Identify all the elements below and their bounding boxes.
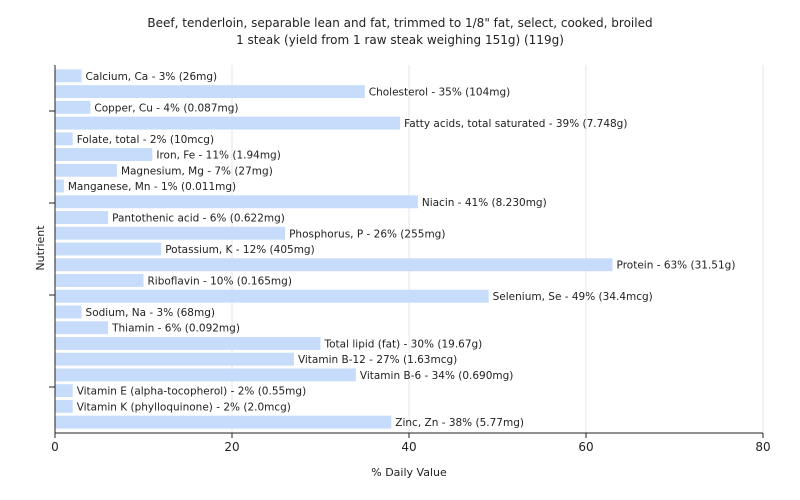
- bar: [55, 258, 613, 272]
- bar: [55, 289, 489, 303]
- bar: [55, 132, 73, 146]
- bar: [55, 163, 117, 177]
- bar-label: Sodium, Na - 3% (68mg): [86, 307, 215, 319]
- x-axis-title: % Daily Value: [371, 466, 447, 479]
- bar-label: Magnesium, Mg - 7% (27mg): [121, 165, 273, 177]
- axes-group: 0 20 40 60 80: [49, 65, 771, 454]
- bar: [55, 211, 109, 224]
- y-axis-title: Nutrient: [34, 225, 47, 271]
- chart-title: Beef, tenderloin, separable lean and fat…: [147, 16, 652, 30]
- bar: [55, 69, 82, 83]
- chart-subtitle: 1 steak (yield from 1 raw steak weighing…: [236, 33, 564, 47]
- x-tick-label: 80: [755, 440, 770, 454]
- bar-label: Vitamin B-6 - 34% (0.690mg): [360, 370, 514, 382]
- bar-label: Manganese, Mn - 1% (0.011mg): [68, 181, 236, 193]
- bar: [55, 100, 91, 114]
- bar-label: Vitamin K (phylloquinone) - 2% (2.0mcg): [77, 401, 291, 413]
- bar: [55, 226, 286, 240]
- bar-label: Protein - 63% (31.51g): [617, 260, 736, 272]
- bar: [55, 179, 64, 193]
- bar-label: Thiamin - 6% (0.092mg): [111, 323, 240, 335]
- bar-label: Zinc, Zn - 38% (5.77mg): [395, 417, 524, 429]
- bar: [55, 352, 294, 366]
- bar-label: Fatty acids, total saturated - 39% (7.74…: [404, 118, 627, 130]
- bar-label: Vitamin B-12 - 27% (1.63mcg): [298, 354, 457, 366]
- x-tick-label: 40: [401, 440, 416, 454]
- bar-label: Folate, total - 2% (10mcg): [77, 134, 214, 146]
- bar-label: Total lipid (fat) - 30% (19.67g): [324, 338, 483, 350]
- x-tick-label: 60: [578, 440, 593, 454]
- bar: [55, 305, 82, 319]
- bar: [55, 195, 418, 209]
- bar-label: Copper, Cu - 4% (0.087mg): [94, 102, 238, 114]
- bar: [55, 274, 144, 287]
- bar-label: Pantothenic acid - 6% (0.622mg): [112, 213, 285, 225]
- bars-group: Calcium, Ca - 3% (26mg) Cholesterol - 35%…: [55, 69, 735, 429]
- bar: [55, 116, 401, 130]
- bar: [55, 399, 73, 413]
- bar: [55, 321, 109, 335]
- bar-label: Iron, Fe - 11% (1.94mg): [156, 150, 280, 162]
- bar-label: Riboflavin - 10% (0.165mg): [148, 275, 292, 287]
- bar-label: Niacin - 41% (8.230mg): [422, 197, 547, 209]
- x-tick-label: 0: [51, 440, 59, 454]
- bar: [55, 336, 321, 350]
- bar-label: Phosphorus, P - 26% (255mg): [289, 228, 445, 240]
- x-tick-label: 20: [224, 440, 239, 454]
- bar: [55, 242, 162, 256]
- bar-label: Vitamin E (alpha-tocopherol) - 2% (0.55m…: [77, 386, 307, 398]
- bar: [55, 148, 153, 162]
- bar-label: Potassium, K - 12% (405mg): [165, 244, 315, 256]
- bar: [55, 415, 392, 429]
- bar: [55, 85, 365, 99]
- bar-label: Calcium, Ca - 3% (26mg): [86, 71, 218, 83]
- bar-label: Cholesterol - 35% (104mg): [369, 87, 511, 99]
- bar: [55, 368, 356, 382]
- bar: [55, 384, 73, 398]
- bar-label: Selenium, Se - 49% (34.4mcg): [493, 291, 653, 303]
